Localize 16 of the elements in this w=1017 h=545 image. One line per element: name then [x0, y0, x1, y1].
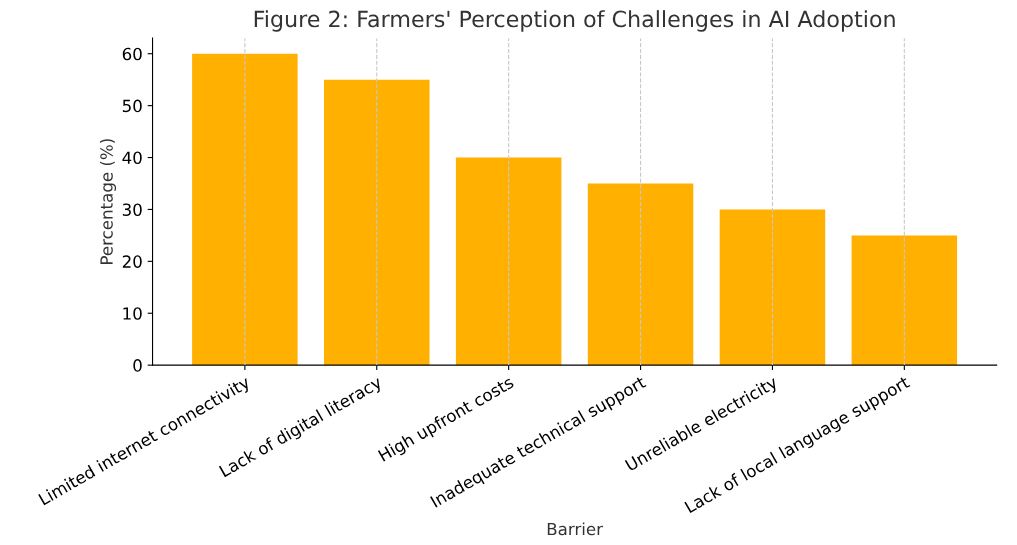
bar: [324, 79, 430, 366]
y-tick-label: 60: [122, 47, 142, 61]
bar: [851, 235, 958, 366]
y-tick-label: 30: [122, 203, 142, 216]
y-tick-label: 10: [123, 307, 142, 320]
y-tick-label: 50: [122, 99, 142, 113]
y-tick-label: 40: [122, 151, 142, 165]
bar: [587, 183, 694, 366]
bar: [192, 53, 298, 366]
y-tick-label: 0: [133, 359, 142, 372]
bar: [719, 209, 826, 366]
y-axis-title: Percentage (%): [99, 139, 117, 264]
x-axis-title: Barrier: [547, 522, 603, 536]
chart-title: Figure 2: Farmers' Perception of Challenges in AI Adoption: [254, 10, 895, 32]
y-tick-label: 20: [122, 255, 142, 268]
bar: [455, 157, 562, 366]
